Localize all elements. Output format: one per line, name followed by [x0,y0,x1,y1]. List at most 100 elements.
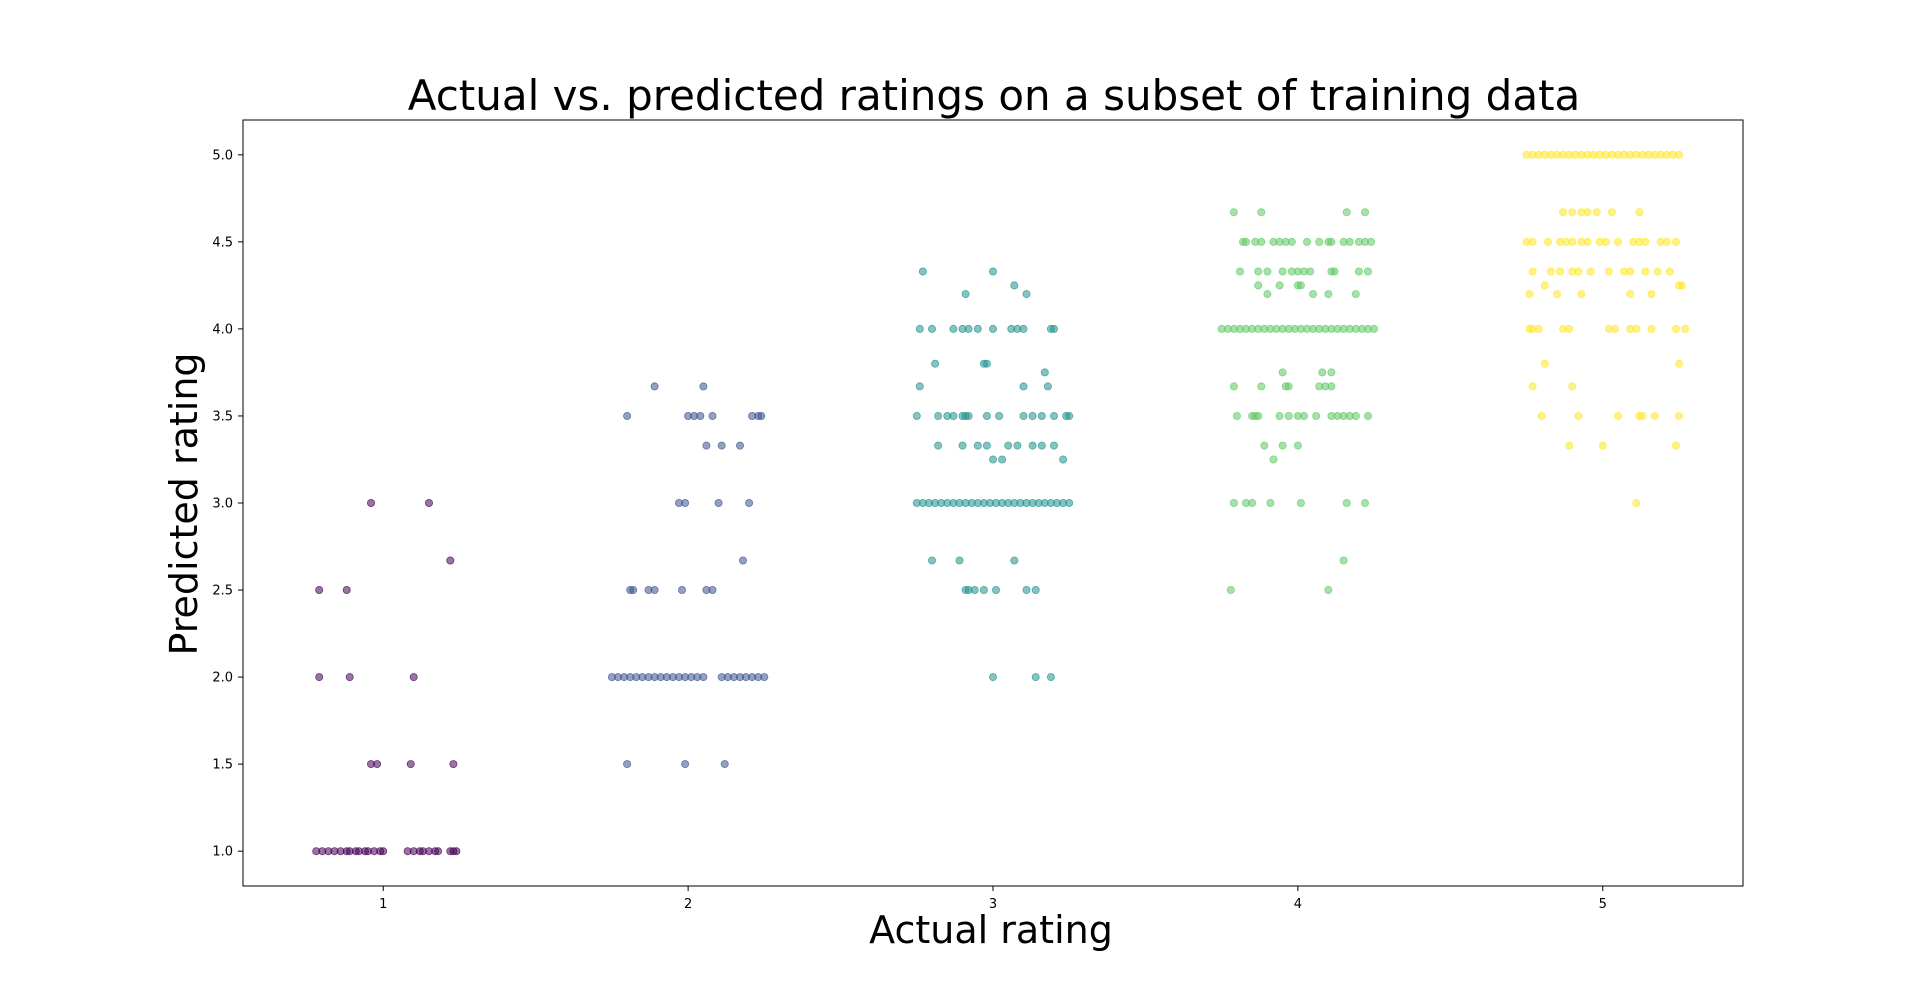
data-point [1013,441,1022,450]
data-point [629,586,638,595]
series-actual-2 [607,382,769,769]
series-actual-5 [1522,150,1690,507]
x-tick-label: 5 [1599,897,1607,912]
data-point [912,411,921,420]
data-point [1324,586,1333,595]
data-point [1537,411,1546,420]
data-point [1559,208,1568,217]
data-point [1275,411,1284,420]
data-point [315,673,324,682]
data-point [964,324,973,333]
data-point [1364,267,1373,276]
data-point [1614,237,1623,246]
data-point [699,673,708,682]
data-point [1681,324,1690,333]
data-point [702,441,711,450]
data-point [1345,237,1354,246]
data-point [928,324,937,333]
data-point [1019,411,1028,420]
data-point [970,586,979,595]
data-point [1232,411,1241,420]
data-point [717,441,726,450]
data-point [760,673,769,682]
y-tick-label: 4.0 [212,322,233,337]
data-point [998,455,1007,464]
data-point [949,324,958,333]
data-point [973,324,982,333]
data-point [1638,411,1647,420]
data-point [1540,281,1549,290]
data-point [1065,411,1074,420]
data-point [1257,208,1266,217]
data-point [1278,368,1287,377]
y-tick-label: 4.5 [212,235,233,250]
data-point [1607,208,1616,217]
data-point [342,586,351,595]
data-point [1653,267,1662,276]
points-layer [312,150,1690,856]
data-point [696,411,705,420]
data-point [1266,498,1275,507]
data-point [708,586,717,595]
data-point [1031,673,1040,682]
data-point [1028,411,1037,420]
data-point [1626,267,1635,276]
y-tick-label: 2.5 [212,584,233,599]
data-point [1641,267,1650,276]
data-point [623,760,632,769]
data-point [1236,267,1245,276]
data-point [1601,237,1610,246]
data-point [1040,368,1049,377]
data-point [1242,237,1251,246]
data-point [955,556,964,565]
data-point [1675,150,1684,159]
data-point [1330,267,1339,276]
data-point [1339,556,1348,565]
data-point [1050,411,1059,420]
data-point [373,760,382,769]
data-point [1019,382,1028,391]
data-point [1354,267,1363,276]
data-point [1662,237,1671,246]
data-point [1565,324,1574,333]
data-point [1263,267,1272,276]
data-point [1342,208,1351,217]
data-point [989,324,998,333]
data-point [1287,237,1296,246]
data-point [449,760,458,769]
data-point [345,673,354,682]
data-point [745,498,754,507]
data-point [1614,411,1623,420]
data-point [1598,441,1607,450]
data-point [708,411,717,420]
data-point [1248,498,1257,507]
data-point [623,411,632,420]
data-point [446,556,455,565]
data-point [379,847,388,856]
data-point [989,673,998,682]
data-point [1059,455,1068,464]
data-point [1528,267,1537,276]
data-point [934,411,943,420]
y-tick-label: 5.0 [212,148,233,163]
x-tick-label: 1 [379,897,387,912]
data-point [1296,498,1305,507]
series-actual-1 [312,498,461,856]
data-point [1031,586,1040,595]
data-point [1254,281,1263,290]
data-point [1641,237,1650,246]
series-actual-4 [1217,208,1379,595]
data-point [452,847,461,856]
data-point [1632,324,1641,333]
data-point [650,382,659,391]
data-point [1043,382,1052,391]
data-point [1647,324,1656,333]
data-point [1367,237,1376,246]
data-point [1568,208,1577,217]
data-point [1324,290,1333,299]
data-point [1361,498,1370,507]
data-point [1284,382,1293,391]
x-axis: 1 2 3 4 5 [379,886,1607,912]
data-point [1010,556,1019,565]
